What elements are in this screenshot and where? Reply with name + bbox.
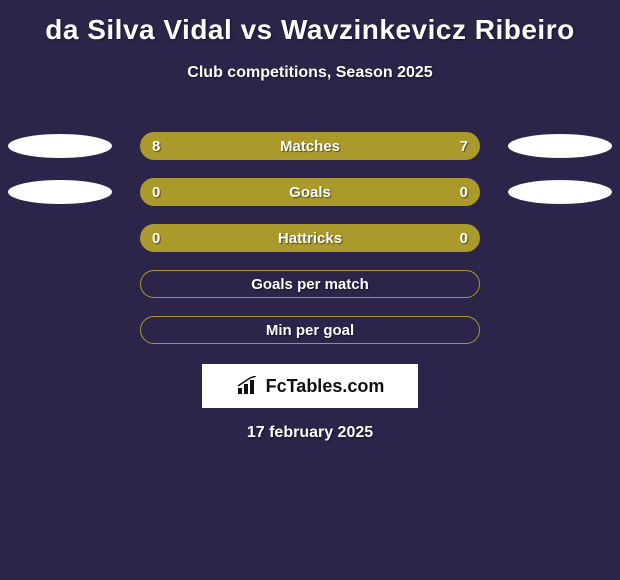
stat-label: Hattricks bbox=[278, 230, 342, 247]
date-text: 17 february 2025 bbox=[0, 424, 620, 442]
subtitle: Club competitions, Season 2025 bbox=[0, 64, 620, 82]
player-ellipse-right bbox=[508, 180, 612, 204]
stat-bar: Matches bbox=[140, 132, 480, 160]
stat-label: Goals per match bbox=[251, 276, 369, 293]
player-ellipse-right bbox=[508, 134, 612, 158]
stat-bar: Min per goal bbox=[140, 316, 480, 344]
player-ellipse-left bbox=[8, 180, 112, 204]
stat-label: Matches bbox=[280, 138, 340, 155]
chart-icon bbox=[236, 376, 260, 396]
stat-row: Hattricks 0 0 bbox=[0, 216, 620, 262]
stat-row: Matches 8 7 bbox=[0, 124, 620, 170]
stat-row: Min per goal bbox=[0, 308, 620, 354]
stat-value-right: 7 bbox=[460, 132, 468, 160]
player-ellipse-left bbox=[8, 134, 112, 158]
logo-text: FcTables.com bbox=[266, 376, 385, 397]
logo-box: FcTables.com bbox=[202, 364, 418, 408]
stat-value-left: 0 bbox=[152, 224, 160, 252]
stat-row: Goals 0 0 bbox=[0, 170, 620, 216]
stat-value-left: 8 bbox=[152, 132, 160, 160]
stat-value-left: 0 bbox=[152, 178, 160, 206]
stat-bar: Hattricks bbox=[140, 224, 480, 252]
stat-value-right: 0 bbox=[460, 224, 468, 252]
stat-label: Goals bbox=[289, 184, 331, 201]
stat-bar: Goals per match bbox=[140, 270, 480, 298]
stat-row: Goals per match bbox=[0, 262, 620, 308]
stat-bar: Goals bbox=[140, 178, 480, 206]
stat-rows: Matches 8 7 Goals 0 0 Hattricks 0 0 Goals per mat… bbox=[0, 124, 620, 354]
page-title: da Silva Vidal vs Wavzinkevicz Ribeiro bbox=[0, 0, 620, 46]
stat-label: Min per goal bbox=[266, 322, 354, 339]
stat-value-right: 0 bbox=[460, 178, 468, 206]
